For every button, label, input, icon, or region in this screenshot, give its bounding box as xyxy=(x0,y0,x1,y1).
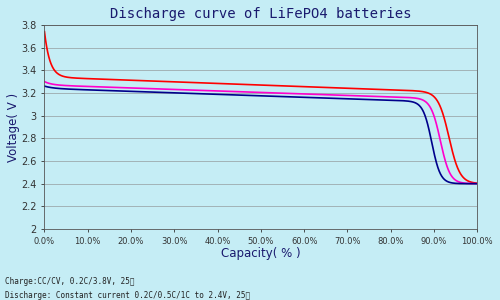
Text: Discharge: Constant current 0.2C/0.5C/1C to 2.4V, 25℃: Discharge: Constant current 0.2C/0.5C/1C… xyxy=(5,292,250,300)
X-axis label: Capacity( % ): Capacity( % ) xyxy=(221,247,300,260)
Text: Charge:CC/CV, 0.2C/3.8V, 25℃: Charge:CC/CV, 0.2C/3.8V, 25℃ xyxy=(5,277,134,286)
Title: Discharge curve of LiFePO4 batteries: Discharge curve of LiFePO4 batteries xyxy=(110,7,412,21)
Y-axis label: Voltage( V ): Voltage( V ) xyxy=(7,92,20,161)
